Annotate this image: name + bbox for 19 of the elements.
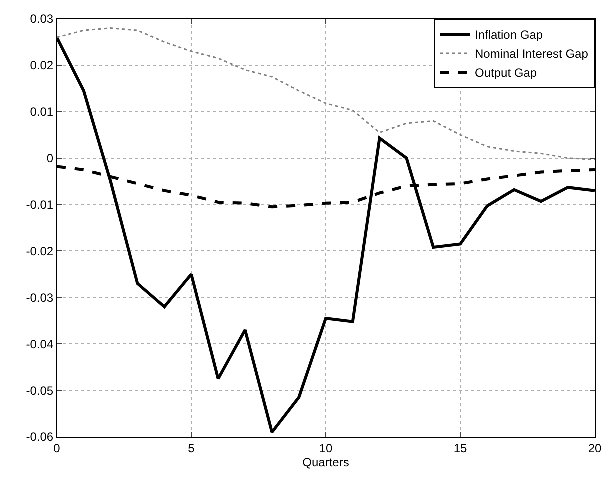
y-tick-label: -0.02 — [26, 244, 54, 258]
y-tick-label: -0.06 — [26, 430, 54, 444]
x-tick-label: 10 — [319, 441, 333, 456]
y-tick-label: 0 — [46, 152, 54, 166]
line-series — [57, 28, 595, 160]
y-tick-label: 0.03 — [30, 12, 54, 26]
x-tick-label: 20 — [588, 441, 602, 456]
legend-label: Inflation Gap — [475, 28, 544, 42]
y-tick-label: -0.04 — [26, 337, 54, 352]
legend-label: Output Gap — [475, 66, 538, 80]
y-tick-label: -0.01 — [26, 198, 54, 212]
y-tick-label: -0.03 — [26, 290, 54, 305]
x-tick-label: 5 — [188, 441, 196, 456]
x-tick-label: 15 — [454, 441, 468, 456]
x-axis-title: Quarters — [302, 455, 350, 470]
y-tick-label: 0.02 — [30, 58, 54, 73]
y-tick-label: -0.05 — [26, 384, 54, 398]
legend-label: Nominal Interest Gap — [475, 47, 589, 62]
y-tick-label: 0.01 — [30, 105, 54, 120]
